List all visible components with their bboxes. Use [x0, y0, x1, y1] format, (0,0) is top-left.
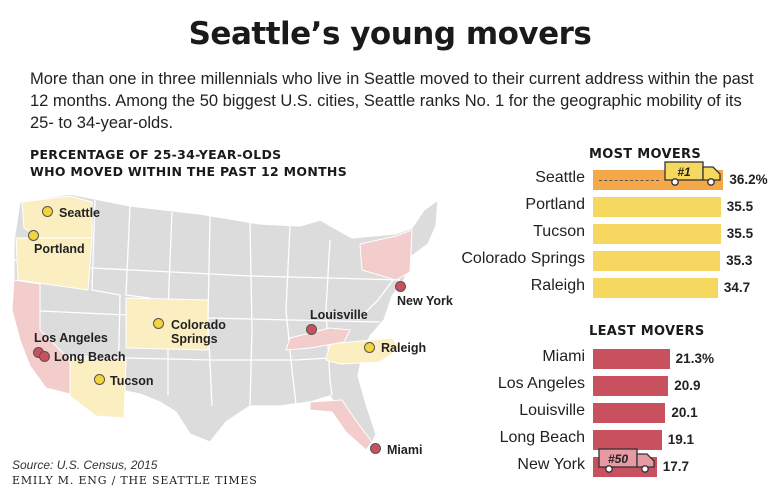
most-movers-bar-value: 35.3 [726, 253, 753, 268]
map-label-colorado-line2: Springs [171, 332, 218, 346]
state-north-carolina [325, 337, 401, 365]
state-florida [309, 399, 373, 451]
map-label-los-angeles: Los Angeles [34, 331, 108, 345]
least-movers-bar-label: New York [517, 456, 585, 473]
most-movers-bar-value: 35.5 [726, 226, 754, 241]
least-movers-title: LEAST MOVERS [589, 324, 705, 339]
credit-line: EMILY M. ENG / THE SEATTLE TIMES [12, 474, 258, 487]
state-arizona [69, 357, 127, 419]
least-movers-bar [593, 403, 666, 423]
map-label-miami: Miami [387, 443, 423, 457]
most-movers-badge-truck-icon: #1 [663, 160, 725, 188]
most-movers-bar [593, 197, 721, 217]
svg-text:#1: #1 [678, 165, 692, 179]
most-movers-bar-value: 34.7 [723, 280, 751, 295]
most-movers-bar-label: Colorado Springs [461, 250, 585, 267]
least-movers-bar [593, 376, 669, 396]
least-movers-bar-label: Miami [542, 348, 585, 365]
most-movers-bar-label: Portland [525, 196, 585, 213]
most-movers-motion-trail [599, 180, 660, 181]
source-note: Source: U.S. Census, 2015 [12, 458, 158, 472]
map-label-portland: Portland [34, 242, 85, 256]
map-label-colorado-line1: Colorado [171, 318, 226, 332]
map-title-line1: PERCENTAGE OF 25-34-YEAR-OLDS [30, 147, 282, 162]
map-label-seattle: Seattle [59, 206, 100, 220]
map-label-tucson: Tucson [110, 374, 154, 388]
map-dot-miami [370, 443, 381, 454]
map-dot-tucson [94, 374, 105, 385]
map-dot-long-beach [39, 351, 50, 362]
least-movers-bar-label: Louisville [519, 402, 585, 419]
map-title: PERCENTAGE OF 25-34-YEAR-OLDS WHO MOVED … [30, 146, 390, 180]
map-label-louisville: Louisville [310, 308, 368, 322]
map-label-raleigh: Raleigh [381, 341, 427, 355]
map-dot-raleigh [364, 342, 375, 353]
least-movers-bar-value: 21.3% [675, 351, 714, 366]
state-kentucky [285, 327, 351, 351]
svg-text:#50: #50 [608, 452, 628, 466]
map-dot-colorado-springs [153, 318, 164, 329]
us-map [11, 193, 439, 451]
page-title: Seattle’s young movers [188, 16, 592, 52]
least-movers-bar-value: 17.7 [662, 459, 689, 474]
most-movers-bar [593, 278, 718, 298]
most-movers-bar [593, 251, 721, 271]
least-movers-bar [593, 430, 662, 450]
map-dot-louisville [306, 324, 317, 335]
most-movers-bar-value: 35.5 [726, 199, 754, 214]
state-oregon [15, 237, 93, 291]
map-dot-portland [28, 230, 39, 241]
map-label-long-beach: Long Beach [54, 350, 126, 364]
map-title-line2: WHO MOVED WITHIN THE PAST 12 MONTHS [30, 164, 347, 179]
most-movers-bar-label: Tucson [533, 223, 585, 240]
least-movers-bar-value: 20.1 [671, 405, 698, 420]
most-movers-title: MOST MOVERS [589, 147, 701, 162]
most-movers-bar-value: 36.2% [729, 172, 768, 187]
intro-text: More than one in three millennials who l… [30, 70, 754, 132]
least-movers-bar-label: Los Angeles [497, 375, 585, 392]
most-movers-bar [593, 224, 721, 244]
least-movers-bar-value: 20.9 [674, 378, 701, 393]
map-dot-new-york [395, 281, 406, 292]
map-dot-seattle [42, 206, 53, 217]
least-movers-bar-label: Long Beach [499, 429, 585, 446]
least-movers-badge-truck-icon: #50 [597, 447, 659, 475]
state-california [11, 279, 71, 395]
state-new-york [359, 229, 413, 281]
least-movers-bar [593, 349, 670, 369]
most-movers-bar-label: Raleigh [530, 277, 585, 294]
least-movers-bar-value: 19.1 [667, 432, 695, 447]
most-movers-bar-label: Seattle [535, 169, 585, 186]
state-colorado [125, 297, 209, 351]
map-label-colorado-springs: Colorado Springs [171, 318, 226, 346]
map-label-new-york: New York [397, 294, 453, 308]
